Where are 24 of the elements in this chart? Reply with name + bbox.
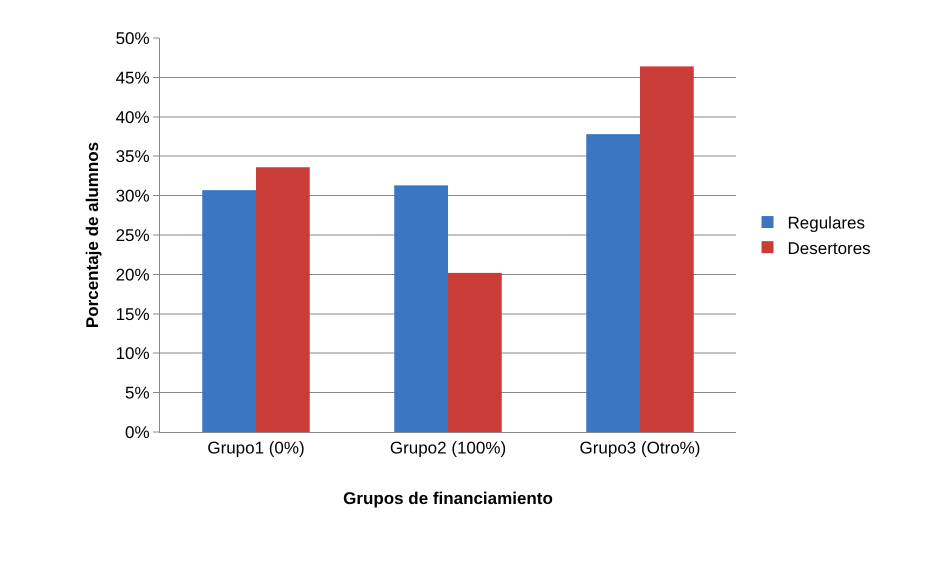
bar <box>586 134 640 432</box>
x-tick-label: Grupo1 (0%) <box>207 438 305 458</box>
y-tick-label: 25% <box>116 226 150 245</box>
bar <box>394 185 448 432</box>
y-axis-title: Porcentaje de alumnos <box>83 142 102 328</box>
y-tick-label: 20% <box>116 265 150 284</box>
y-tick-label: 0% <box>125 422 150 442</box>
legend-label: Desertores <box>788 238 871 258</box>
legend-label: Regulares <box>788 214 866 233</box>
x-tick-label: Grupo3 (Otro%) <box>580 438 700 458</box>
y-tick-label: 15% <box>116 304 150 324</box>
y-tick-label: 40% <box>116 108 150 127</box>
bar <box>640 66 694 432</box>
y-tick-label: 50% <box>116 28 150 48</box>
bar <box>256 167 310 432</box>
y-tick-label: 10% <box>116 344 150 364</box>
x-axis-title: Grupos de financiamiento <box>343 488 553 508</box>
bar <box>448 272 502 432</box>
y-tick-label: 45% <box>116 68 150 88</box>
y-tick-label: 5% <box>125 384 150 403</box>
y-tick-label: 30% <box>116 186 150 206</box>
x-tick-label: Grupo2 (100%) <box>390 438 506 458</box>
y-tick-label: 35% <box>116 147 150 166</box>
bar <box>202 190 256 432</box>
